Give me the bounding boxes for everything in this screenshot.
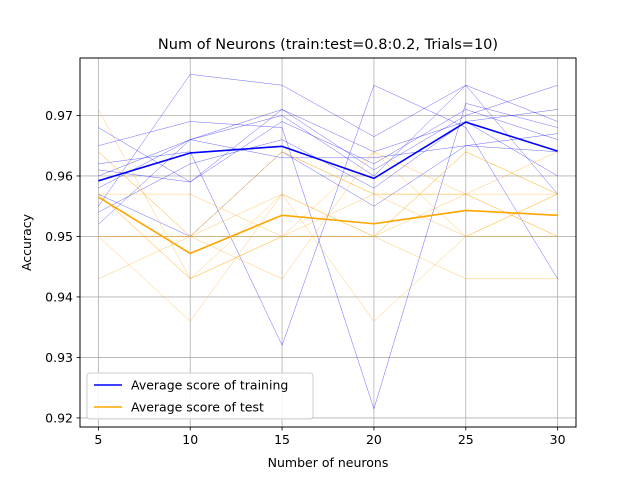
average-line-test xyxy=(97,196,558,255)
trial-line-train xyxy=(98,85,558,189)
trial-line-train xyxy=(98,74,558,207)
chart-title: Num of Neurons (train:test=0.8:0.2, Tria… xyxy=(158,37,498,53)
y-tick-label: 0.96 xyxy=(45,168,73,183)
legend-box xyxy=(86,372,314,420)
average-line-training xyxy=(98,121,558,182)
trial-line-train xyxy=(98,84,558,195)
trial-line-train xyxy=(98,121,558,213)
x-tick-label: 30 xyxy=(550,432,566,447)
trial-line-train xyxy=(98,109,558,183)
x-tick-label: 5 xyxy=(94,432,102,447)
y-tick-label: 0.97 xyxy=(45,108,73,123)
y-tick-label: 0.92 xyxy=(45,410,73,425)
x-tick-label: 15 xyxy=(274,432,290,447)
trial-line-test xyxy=(98,151,558,280)
plot-frame xyxy=(79,57,577,428)
trial-line-test xyxy=(98,151,558,280)
x-tick-label: 10 xyxy=(182,432,198,447)
trial-line-train xyxy=(98,103,558,410)
x-ticks: 5 10 15 20 25 30 xyxy=(94,427,566,447)
y-axis-label: Accuracy xyxy=(19,213,34,271)
legend: Average score of training Average score … xyxy=(86,372,314,420)
x-axis-label: Number of neurons xyxy=(268,455,389,470)
trial-line-train xyxy=(98,109,558,183)
trials-train xyxy=(98,74,558,410)
trials-test xyxy=(98,109,558,322)
y-tick-label: 0.93 xyxy=(45,350,73,365)
legend-label-test: Average score of test xyxy=(131,400,264,415)
trial-line-train xyxy=(98,145,558,237)
trial-line-train xyxy=(98,133,558,225)
y-tick-label: 0.95 xyxy=(45,229,73,244)
average-lines xyxy=(97,121,558,255)
x-tick-label: 20 xyxy=(366,432,382,447)
y-ticks: 0.92 0.93 0.94 0.95 0.96 0.97 xyxy=(45,108,80,425)
y-tick-label: 0.94 xyxy=(45,289,73,304)
x-tick-label: 25 xyxy=(458,432,474,447)
plot-area xyxy=(80,58,576,427)
legend-label-training: Average score of training xyxy=(131,378,288,393)
trial-line-test xyxy=(98,151,558,237)
